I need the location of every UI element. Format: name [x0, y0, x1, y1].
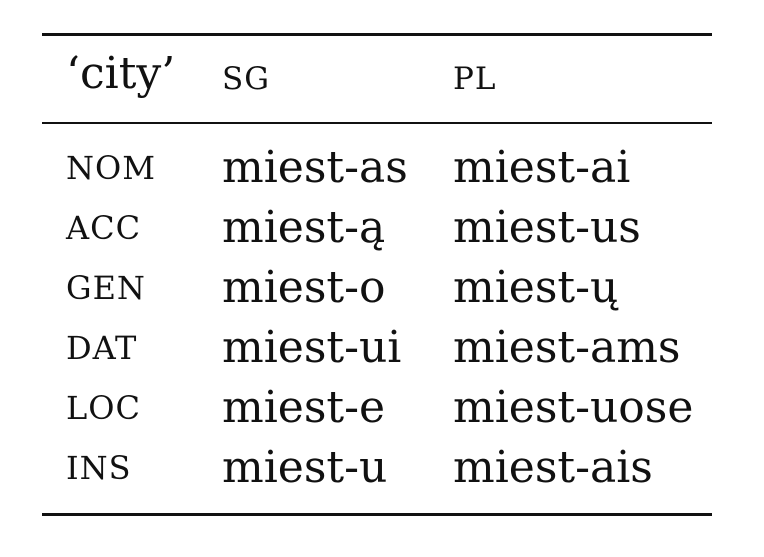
case-label: INS [66, 449, 132, 487]
singular-form: miest-ui [222, 322, 402, 373]
top-rule [42, 33, 712, 36]
case-label: LOC [66, 389, 141, 427]
case-label: ACC [66, 209, 142, 247]
case-label: DAT [66, 329, 138, 367]
singular-form: miest-u [222, 442, 388, 493]
singular-form: miest-as [222, 142, 408, 193]
singular-form: miest-e [222, 382, 386, 433]
case-label: NOM [66, 149, 156, 187]
case-label: GEN [66, 269, 146, 307]
plural-form: miest-ai [453, 142, 631, 193]
plural-form: miest-us [453, 202, 641, 253]
plural-form: miest-ais [453, 442, 653, 493]
bottom-rule [42, 513, 712, 516]
header-rule [42, 122, 712, 124]
header-lemma: ‘city’ [66, 48, 176, 99]
header-singular: SG [222, 61, 271, 97]
plural-form: miest-uose [453, 382, 694, 433]
singular-form: miest-o [222, 262, 386, 313]
singular-form: miest-ą [222, 202, 386, 253]
header-plural: PL [453, 61, 497, 97]
plural-form: miest-ų [453, 262, 619, 313]
plural-form: miest-ams [453, 322, 681, 373]
